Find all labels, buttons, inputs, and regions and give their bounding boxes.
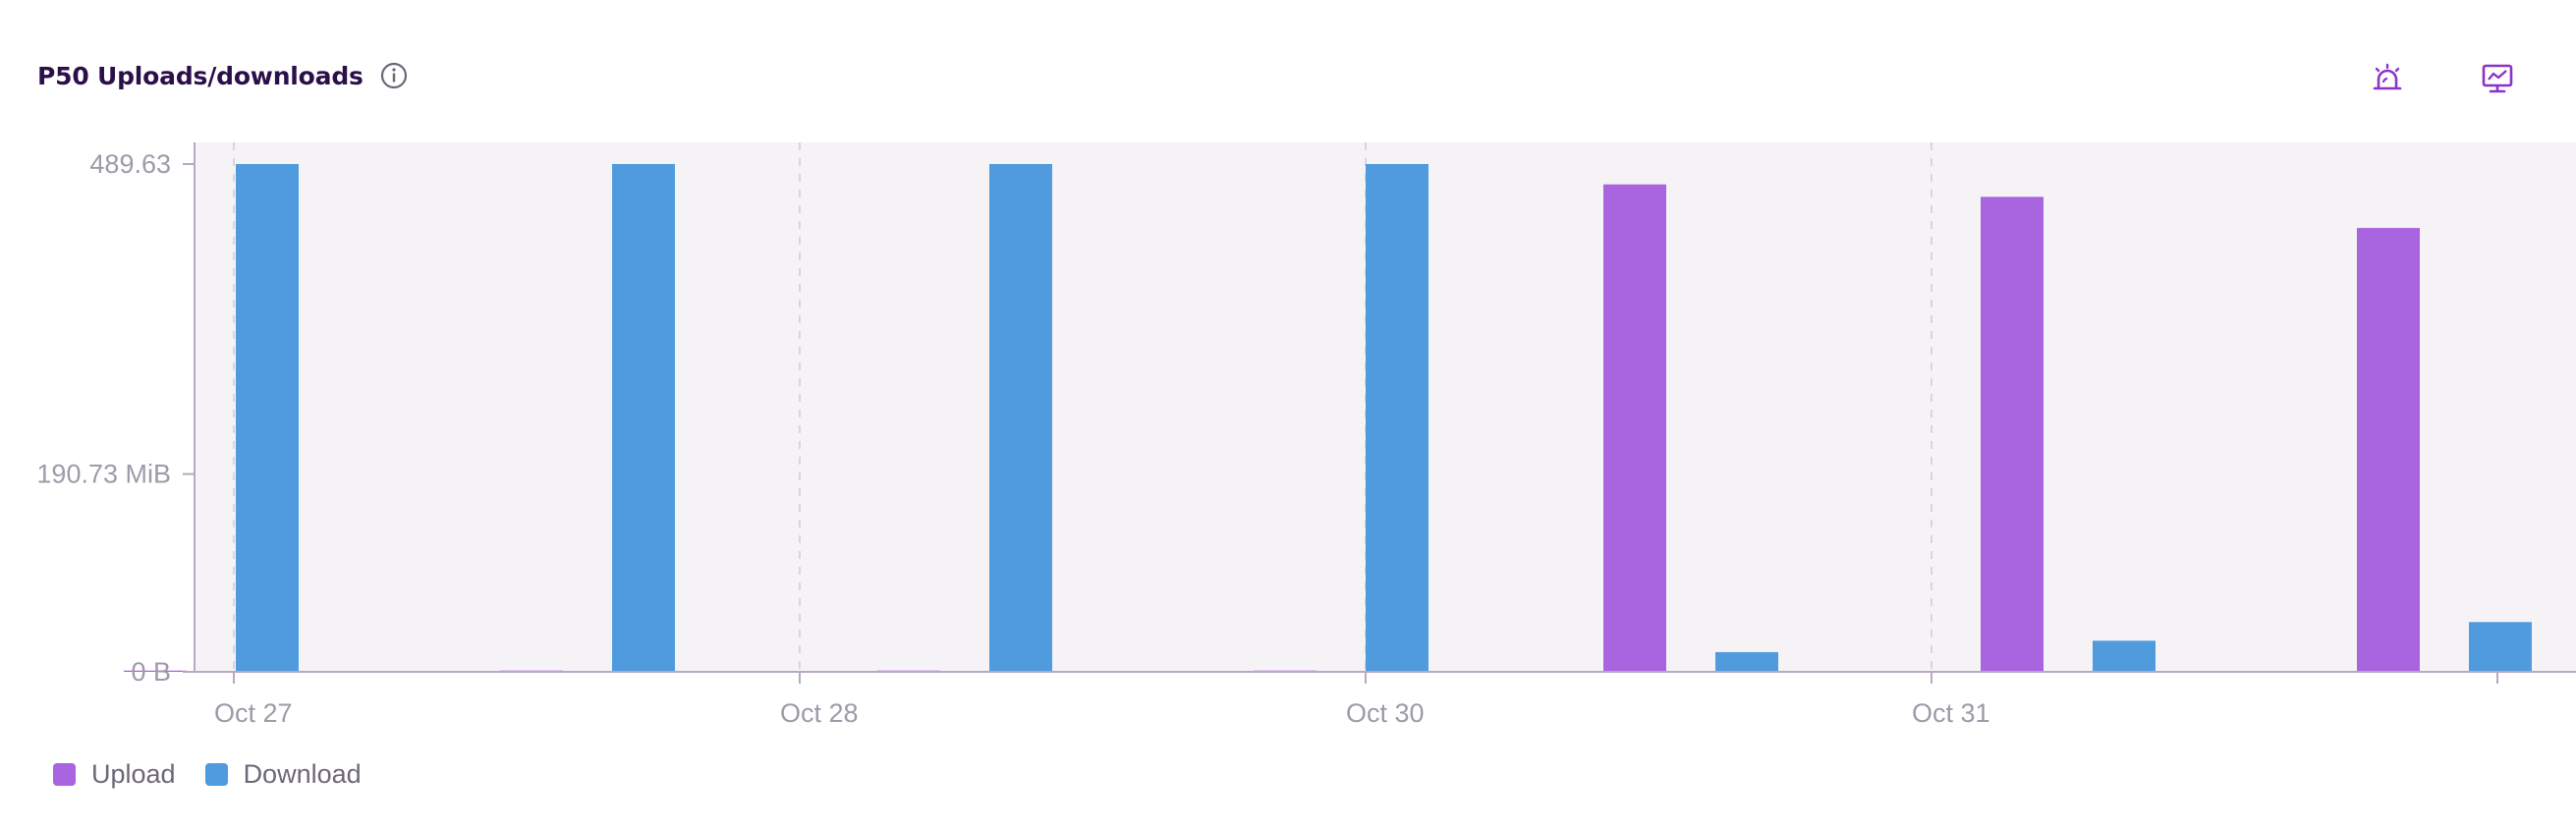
legend-swatch-upload: [53, 763, 76, 786]
bar-upload[interactable]: [1603, 184, 1666, 673]
chart-title: P50 Uploads/downloads: [37, 61, 364, 90]
bar-download[interactable]: [1715, 651, 1778, 672]
bar-upload[interactable]: [1981, 196, 2044, 672]
bar-download[interactable]: [612, 164, 675, 672]
bar-download[interactable]: [989, 164, 1052, 672]
x-tick-label: Oct 30: [1346, 698, 1425, 728]
legend-swatch-download: [204, 763, 228, 786]
bar-download[interactable]: [2469, 622, 2532, 672]
x-tick-label: Oct 28: [780, 698, 859, 728]
legend-label-download: Download: [243, 759, 362, 789]
legend-item-upload[interactable]: Upload: [53, 759, 176, 790]
chart-header: P50 Uploads/downloads: [37, 61, 409, 90]
legend: Upload Download: [53, 759, 391, 790]
bars: [124, 164, 2532, 673]
bar-upload[interactable]: [124, 670, 187, 672]
axes: [194, 142, 2576, 673]
bar-upload[interactable]: [2357, 228, 2420, 672]
x-axis-ticks: Oct 27 Oct 28 Oct 30 Oct 31: [214, 672, 2498, 728]
monitor-chart-icon[interactable]: [2478, 59, 2517, 98]
info-icon[interactable]: [379, 61, 409, 90]
x-tick-label: Oct 27: [214, 698, 293, 728]
y-axis-ticks: 0 B 190.73 MiB 489.63: [36, 149, 195, 687]
legend-item-download[interactable]: Download: [204, 759, 362, 790]
x-tick-label: Oct 31: [1912, 698, 1990, 728]
bar-download[interactable]: [236, 164, 299, 672]
legend-label-upload: Upload: [91, 759, 176, 789]
bar-download[interactable]: [2093, 640, 2156, 672]
y-tick-label: 0 B: [131, 657, 171, 687]
y-tick-label: 190.73 MiB: [36, 460, 171, 489]
siren-icon[interactable]: [2368, 59, 2407, 98]
bar-download[interactable]: [1366, 164, 1428, 672]
y-tick-label: 489.63: [89, 149, 171, 179]
